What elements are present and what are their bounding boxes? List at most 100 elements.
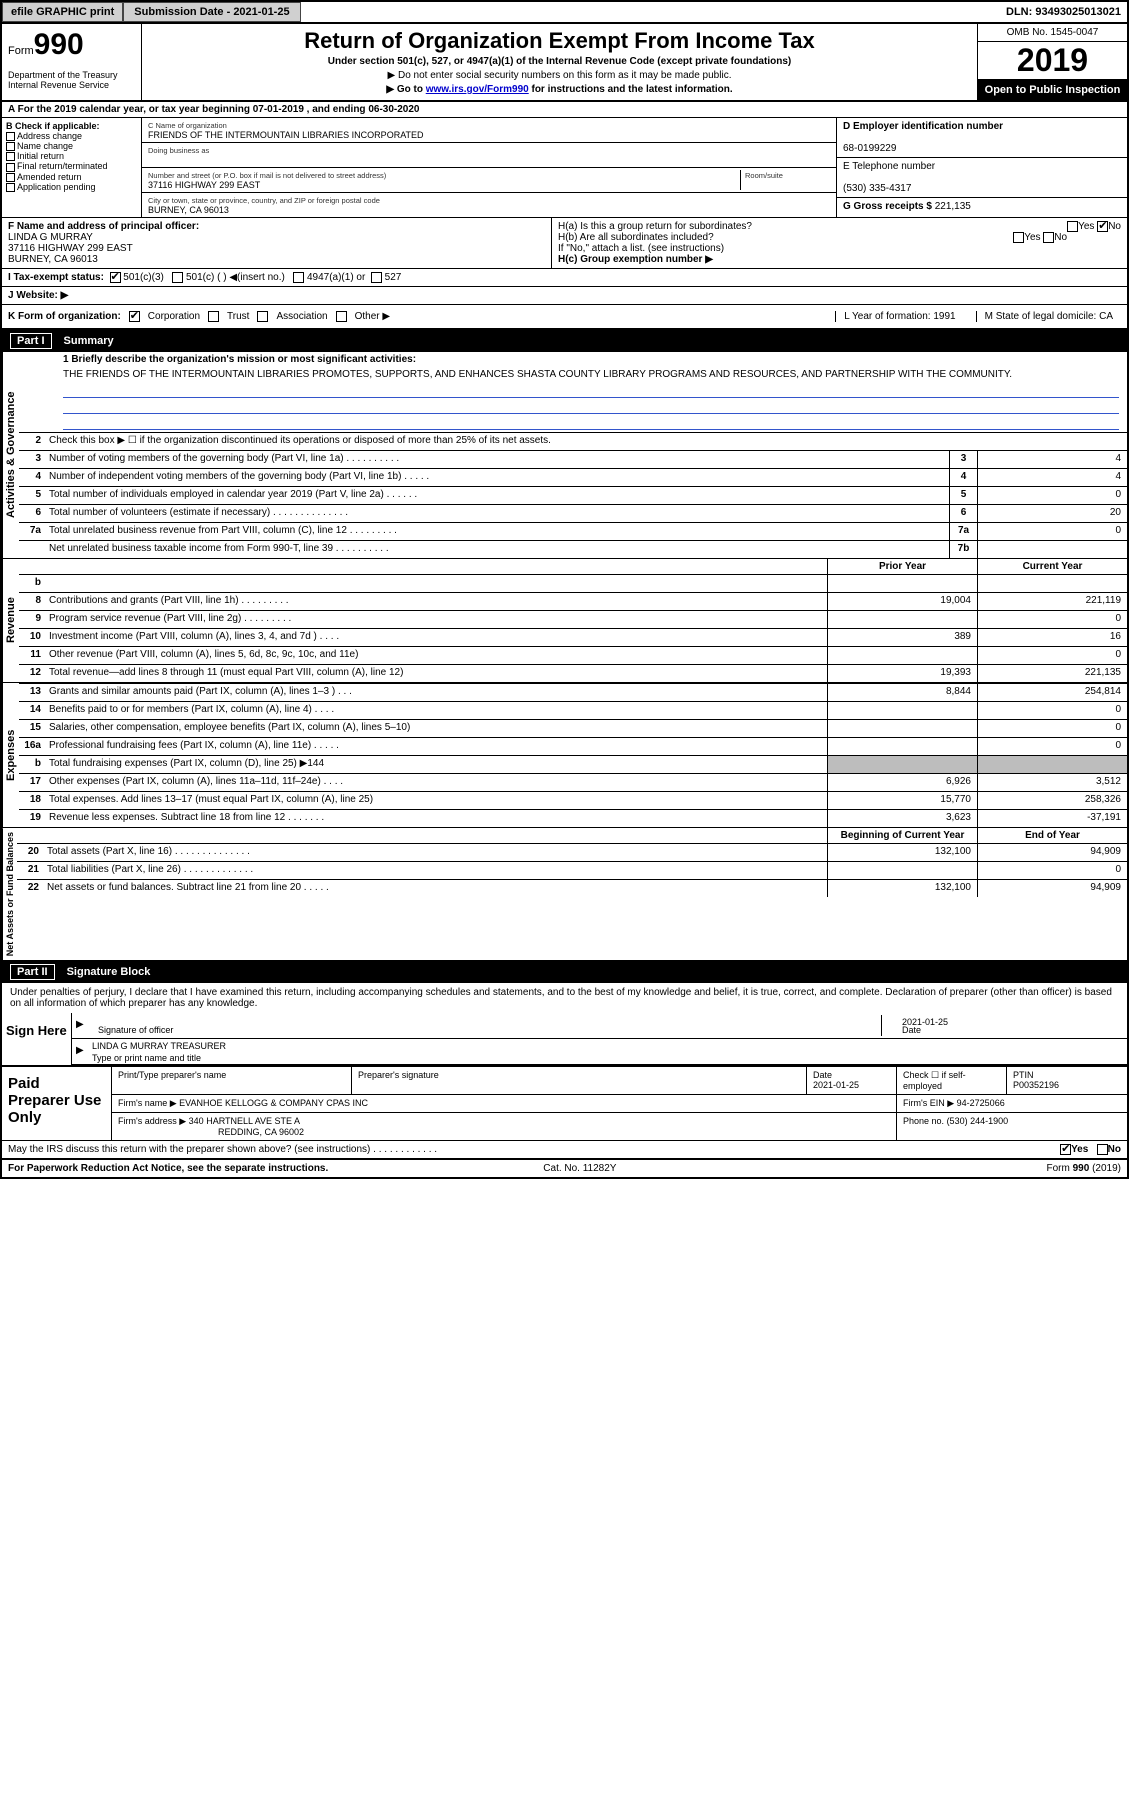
col-heads: Prior Year Current Year — [19, 559, 1127, 574]
prior-year-head: Prior Year — [827, 559, 977, 574]
ein-label: D Employer identification number — [843, 121, 1003, 132]
ruled-line — [63, 416, 1119, 430]
discuss-no-check[interactable] — [1097, 1144, 1108, 1155]
form-title: Return of Organization Exempt From Incom… — [150, 28, 969, 54]
efile-print-button[interactable]: efile GRAPHIC print — [2, 2, 123, 22]
gross-value: 221,135 — [935, 201, 971, 212]
org-name: FRIENDS OF THE INTERMOUNTAIN LIBRARIES I… — [148, 130, 424, 140]
mission-text: THE FRIENDS OF THE INTERMOUNTAIN LIBRARI… — [19, 367, 1127, 382]
officer-city: BURNEY, CA 96013 — [8, 254, 98, 265]
part-2-bar: Part II Signature Block — [2, 961, 1127, 983]
check-527[interactable] — [371, 272, 382, 283]
check-501c3[interactable] — [110, 272, 121, 283]
check-4947[interactable] — [293, 272, 304, 283]
check-association[interactable] — [257, 311, 268, 322]
ruled-line — [63, 384, 1119, 398]
table-row: 14Benefits paid to or for members (Part … — [19, 701, 1127, 719]
box-b: B Check if applicable: Address change Na… — [2, 118, 142, 217]
officer-name: LINDA G MURRAY — [8, 232, 93, 243]
department-label: Department of the Treasury Internal Reve… — [8, 70, 135, 90]
form-of-org-label: K Form of organization: — [8, 311, 121, 322]
cat-no: Cat. No. 11282Y — [543, 1163, 616, 1174]
ptin: PTINP00352196 — [1007, 1067, 1127, 1094]
form-note-link: ▶ Go to www.irs.gov/Form990 for instruct… — [150, 84, 969, 95]
name-title-label: Type or print name and title — [92, 1053, 201, 1063]
check-corporation[interactable] — [129, 311, 140, 322]
check-application-pending[interactable]: Application pending — [6, 182, 137, 192]
box-h: H(a) Is this a group return for subordin… — [552, 218, 1127, 268]
net-col-heads: Beginning of Current Year End of Year — [17, 828, 1127, 843]
check-amended-return[interactable]: Amended return — [6, 172, 137, 182]
dln-label: DLN: 93493025013021 — [1000, 2, 1127, 22]
discuss-row: May the IRS discuss this return with the… — [2, 1141, 1127, 1160]
form-word: Form — [8, 45, 34, 57]
gov-line: 2Check this box ▶ ☐ if the organization … — [19, 432, 1127, 450]
net-assets-block: Net Assets or Fund Balances Beginning of… — [2, 828, 1127, 961]
addr-label: Number and street (or P.O. box if mail i… — [148, 171, 386, 180]
check-initial-return[interactable]: Initial return — [6, 151, 137, 161]
ha-yes-check[interactable] — [1067, 221, 1078, 232]
header-right: OMB No. 1545-0047 2019 Open to Public In… — [977, 24, 1127, 100]
gov-line: 6Total number of volunteers (estimate if… — [19, 504, 1127, 522]
form-number: Form990 — [8, 28, 135, 62]
part-1-title: Summary — [64, 335, 114, 347]
box-j-website: J Website: ▶ — [2, 287, 1127, 305]
activities-governance-block: Activities & Governance 1 Briefly descri… — [2, 352, 1127, 559]
table-row: 9Program service revenue (Part VIII, lin… — [19, 610, 1127, 628]
check-name-change[interactable]: Name change — [6, 141, 137, 151]
revenue-block: Revenue Prior Year Current Year b8Contri… — [2, 559, 1127, 683]
table-row: 13Grants and similar amounts paid (Part … — [19, 683, 1127, 701]
gross-receipts-row: G Gross receipts $ 221,135 — [837, 198, 1127, 215]
table-row: 11Other revenue (Part VIII, column (A), … — [19, 646, 1127, 664]
check-address-change[interactable]: Address change — [6, 131, 137, 141]
check-final-return[interactable]: Final return/terminated — [6, 161, 137, 171]
firm-name: EVANHOE KELLOGG & COMPANY CPAS INC — [179, 1098, 368, 1108]
ein-row: D Employer identification number 68-0199… — [837, 118, 1127, 158]
discuss-yes-check[interactable] — [1060, 1144, 1071, 1155]
part-2-title: Signature Block — [67, 966, 151, 978]
phone-row: E Telephone number (530) 335-4317 — [837, 158, 1127, 198]
street-address: 37116 HIGHWAY 299 EAST — [148, 180, 260, 190]
irs-link[interactable]: www.irs.gov/Form990 — [426, 84, 529, 95]
h-c-row: H(c) Group exemption number ▶ — [558, 254, 1121, 265]
page-footer: For Paperwork Reduction Act Notice, see … — [2, 1160, 1127, 1177]
table-row: 21Total liabilities (Part X, line 26) . … — [17, 861, 1127, 879]
phone-value: (530) 335-4317 — [843, 183, 911, 194]
table-row: 18Total expenses. Add lines 13–17 (must … — [19, 791, 1127, 809]
firm-addr1: 340 HARTNELL AVE STE A — [189, 1116, 300, 1126]
org-name-label: C Name of organization — [148, 121, 227, 130]
firm-phone: (530) 244-1900 — [947, 1116, 1009, 1126]
gov-line: 4Number of independent voting members of… — [19, 468, 1127, 486]
h-a-row: H(a) Is this a group return for subordin… — [558, 221, 1121, 232]
paid-preparer-label: Paid Preparer Use Only — [2, 1067, 112, 1140]
table-row: 10Investment income (Part VIII, column (… — [19, 628, 1127, 646]
check-other[interactable] — [336, 311, 347, 322]
box-b-label: B Check if applicable: — [6, 121, 137, 131]
gov-line: 3Number of voting members of the governi… — [19, 450, 1127, 468]
officer-printed-name: LINDA G MURRAY TREASURER — [92, 1041, 226, 1051]
self-employed-check[interactable]: Check ☐ if self-employed — [897, 1067, 1007, 1094]
check-501c[interactable] — [172, 272, 183, 283]
hb-no-check[interactable] — [1043, 232, 1054, 243]
gov-line: 5Total number of individuals employed in… — [19, 486, 1127, 504]
line-k: K Form of organization: Corporation Trus… — [2, 305, 1127, 330]
signature-block: Sign Here Signature of officer 2021-01-2… — [2, 1013, 1127, 1067]
city-row: City or town, state or province, country… — [142, 193, 836, 217]
hb-yes-check[interactable] — [1013, 232, 1024, 243]
ha-no-check[interactable] — [1097, 221, 1108, 232]
firm-addr-row: Firm's address ▶ 340 HARTNELL AVE STE AR… — [112, 1113, 1127, 1140]
check-trust[interactable] — [208, 311, 219, 322]
phone-label: E Telephone number — [843, 161, 935, 172]
ruled-line — [63, 400, 1119, 414]
note2-post: for instructions and the latest informat… — [529, 84, 733, 95]
dba-row: Doing business as — [142, 143, 836, 168]
box-c: C Name of organization FRIENDS OF THE IN… — [142, 118, 837, 217]
paperwork-notice: For Paperwork Reduction Act Notice, see … — [8, 1163, 328, 1174]
table-row: 15Salaries, other compensation, employee… — [19, 719, 1127, 737]
open-to-public: Open to Public Inspection — [978, 80, 1127, 100]
table-row: bTotal fundraising expenses (Part IX, co… — [19, 755, 1127, 773]
section-b-through-g: B Check if applicable: Address change Na… — [2, 118, 1127, 218]
firm-ein: 94-2725066 — [957, 1098, 1005, 1108]
gov-line: 7aTotal unrelated business revenue from … — [19, 522, 1127, 540]
tax-exempt-label: I Tax-exempt status: — [8, 272, 104, 283]
